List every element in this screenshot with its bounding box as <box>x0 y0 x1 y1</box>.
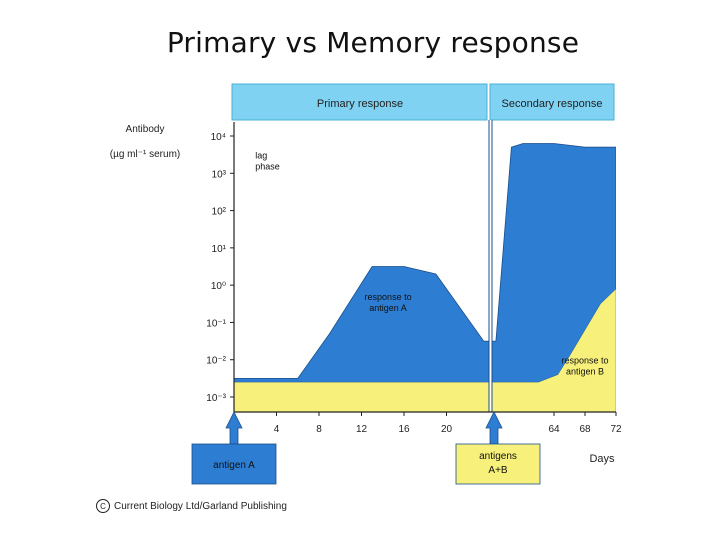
x-tick-label: 16 <box>398 424 410 435</box>
secondary-response-label: Secondary response <box>502 98 603 110</box>
antigen-marker-1: antigen A <box>191 411 277 485</box>
y-tick-label: 10⁻² <box>206 356 226 367</box>
antigen-marker-2: antigens A+B <box>455 411 541 485</box>
x-tick-label: 8 <box>316 424 322 435</box>
annotation-line1: response to <box>561 355 608 365</box>
x-tick-label: 12 <box>356 424 368 435</box>
secondary-response-header <box>489 83 615 121</box>
x-unit-label: Days <box>589 453 615 465</box>
y-tick-label: 10¹ <box>212 244 227 255</box>
antigen-label-line2: A+B <box>488 465 508 476</box>
y-axis-label-line1: Antibody <box>126 124 165 135</box>
antigen-label-line1: antigen A <box>213 460 255 471</box>
y-tick-label: 10⁰ <box>211 281 226 292</box>
panel-gap <box>489 120 492 412</box>
y-tick-label: 10⁻³ <box>206 393 226 404</box>
antigen-label-box <box>455 443 541 485</box>
up-arrow-icon <box>225 411 243 445</box>
x-tick-label: 68 <box>579 424 591 435</box>
antigen-label-line1: antigens <box>479 451 517 462</box>
x-tick-label: 4 <box>274 424 280 435</box>
series-area-antigen-b-panel-1 <box>234 381 489 412</box>
primary-response-header <box>231 83 488 121</box>
y-tick-label: 10⁴ <box>211 132 226 143</box>
series-area-antigen-b-panel-2 <box>492 288 616 412</box>
series-area-antigen-a-panel-1 <box>234 266 489 412</box>
x-tick-label: 20 <box>441 424 453 435</box>
annotation-line1: response to <box>365 292 412 302</box>
y-tick-label: 10² <box>212 207 227 218</box>
tick-layer: 10⁴ 10³ 10² 10¹ 10⁰ 10⁻¹ 10⁻² 10⁻³ 4 8 12 16 20 64 68 7… <box>206 132 622 435</box>
marker-layer: antigen A antigens A+B <box>191 411 541 485</box>
y-tick-label: 10³ <box>212 169 227 180</box>
annotation-line2: antigen A <box>369 303 407 313</box>
y-axis-label-line2: (µg ml⁻¹ serum) <box>110 149 180 160</box>
annotation-line2: phase <box>255 161 280 171</box>
copyright-icon: C <box>96 499 110 513</box>
up-arrow-icon <box>485 411 503 445</box>
y-tick-label: 10⁻¹ <box>206 318 226 329</box>
antigen-label-box <box>191 443 277 485</box>
annotation-line2: antigen B <box>566 366 604 376</box>
credit-line: C Current Biology Ltd/Garland Publishing <box>96 499 287 513</box>
x-tick-label: 72 <box>610 424 622 435</box>
series-layer <box>234 120 616 412</box>
slide-title: Primary vs Memory response <box>166 26 580 59</box>
credit-text: Current Biology Ltd/Garland Publishing <box>114 500 287 512</box>
annotation-line1: lag <box>255 150 267 160</box>
x-tick-label: 64 <box>548 424 560 435</box>
primary-response-label: Primary response <box>317 98 403 110</box>
